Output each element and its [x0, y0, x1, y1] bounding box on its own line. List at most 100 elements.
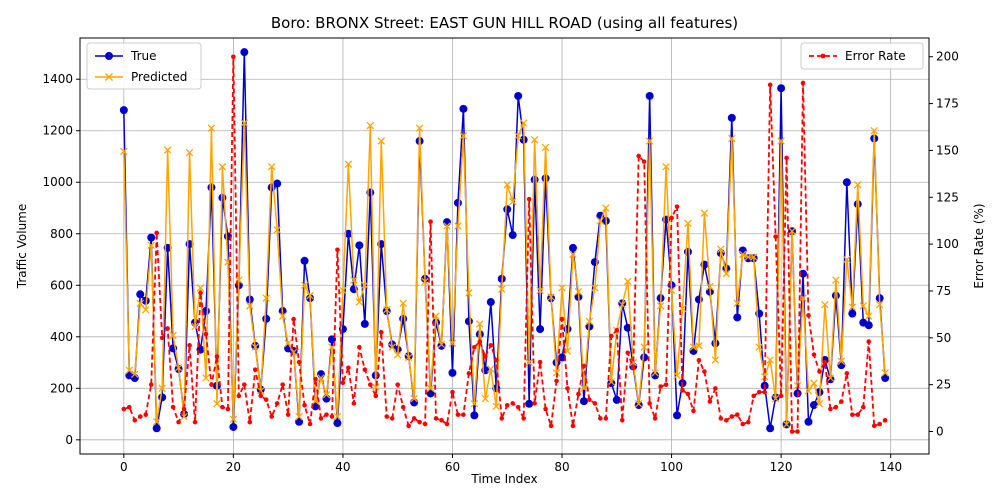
x-tick-label: 100	[660, 460, 683, 474]
point-error-rate	[548, 423, 554, 429]
point-error-rate	[214, 354, 220, 359]
point-error-rate	[784, 155, 789, 161]
series-predicted	[120, 119, 889, 429]
point-error-rate	[521, 416, 526, 421]
point-error-rate	[828, 406, 833, 412]
point-predicted	[826, 374, 835, 382]
point-predicted	[174, 363, 183, 372]
point-predicted	[459, 132, 468, 140]
point-error-rate	[225, 406, 231, 412]
point-error-rate	[351, 401, 357, 406]
x-tick-label: 40	[335, 460, 350, 474]
point-true	[453, 198, 462, 207]
point-error-rate	[614, 328, 620, 333]
point-error-rate	[247, 419, 253, 425]
series-layer	[119, 48, 890, 434]
point-predicted	[810, 379, 818, 387]
point-error-rate	[707, 399, 713, 404]
point-error-rate	[609, 333, 614, 339]
point-true	[777, 84, 786, 93]
chart-title: Boro: BRONX Street: EAST GUN HILL ROAD (…	[271, 14, 738, 32]
point-predicted	[525, 358, 533, 367]
point-true	[262, 314, 271, 323]
point-predicted	[361, 281, 369, 290]
point-predicted	[859, 302, 868, 310]
point-error-rate	[619, 417, 625, 423]
point-error-rate	[368, 382, 373, 387]
point-error-rate	[576, 391, 581, 397]
point-predicted	[267, 163, 276, 171]
point-error-rate	[346, 365, 351, 371]
point-true	[119, 106, 128, 115]
point-error-rate	[680, 387, 685, 393]
point-true	[651, 371, 660, 380]
point-error-rate	[231, 54, 236, 60]
point-predicted	[717, 245, 725, 253]
point-predicted	[158, 384, 166, 393]
x-tick-label: 20	[226, 460, 241, 474]
point-predicted	[854, 181, 862, 189]
point-error-rate	[526, 196, 532, 202]
point-error-rate	[439, 417, 444, 423]
point-error-rate	[483, 354, 488, 359]
point-error-rate	[324, 412, 329, 417]
point-predicted	[821, 300, 829, 309]
point-error-rate	[258, 393, 264, 399]
point-error-rate	[472, 344, 477, 350]
point-error-rate	[866, 339, 872, 344]
point-predicted	[278, 312, 287, 320]
point-error-rate	[570, 423, 576, 429]
point-predicted	[788, 227, 796, 235]
point-error-rate	[209, 382, 214, 387]
point-error-rate	[587, 397, 592, 402]
point-error-rate	[121, 406, 127, 412]
point-true	[273, 179, 282, 188]
point-predicted	[147, 241, 155, 250]
point-true	[694, 295, 703, 304]
point-predicted	[656, 302, 665, 310]
plot-area: 0 20 40 60 80 100 120 140 020040060080010001200…	[42, 37, 959, 474]
point-true	[399, 314, 408, 323]
point-predicted	[706, 282, 714, 291]
point-error-rate	[433, 416, 439, 421]
point-predicted	[700, 209, 709, 217]
point-predicted	[163, 146, 172, 154]
point-error-rate	[795, 429, 800, 434]
point-error-rate	[236, 393, 242, 399]
point-error-rate	[220, 404, 225, 410]
point-error-rate	[532, 401, 537, 406]
point-error-rate	[800, 80, 806, 86]
legend-true-marker	[105, 52, 113, 60]
point-predicted	[372, 383, 380, 391]
point-true	[809, 401, 818, 410]
point-error-rate	[559, 316, 565, 322]
point-true	[799, 269, 808, 278]
point-true	[152, 424, 161, 433]
point-predicted	[843, 255, 851, 264]
point-predicted	[662, 163, 670, 171]
y-right-tick-label: 175	[936, 97, 959, 111]
point-error-rate	[450, 389, 455, 395]
point-predicted	[481, 394, 490, 403]
point-error-rate	[455, 412, 461, 417]
point-error-rate	[269, 414, 275, 419]
point-predicted	[563, 347, 572, 355]
point-predicted	[689, 343, 698, 351]
point-true	[733, 313, 742, 322]
point-true	[344, 229, 353, 238]
legend-predicted-marker	[105, 73, 113, 81]
point-error-rate	[148, 382, 154, 387]
point-error-rate	[159, 335, 165, 341]
point-predicted	[596, 217, 605, 225]
point-error-rate	[817, 369, 822, 374]
point-true	[300, 256, 309, 265]
point-true	[579, 397, 588, 406]
point-true	[229, 422, 238, 431]
point-predicted	[382, 305, 391, 314]
x-axis-ticks: 0 20 40 60 80 100 120 140	[120, 454, 902, 474]
point-error-rate	[554, 378, 559, 384]
point-predicted	[465, 289, 473, 297]
point-error-rate	[756, 389, 762, 395]
point-predicted	[602, 204, 610, 212]
point-true	[645, 91, 654, 100]
